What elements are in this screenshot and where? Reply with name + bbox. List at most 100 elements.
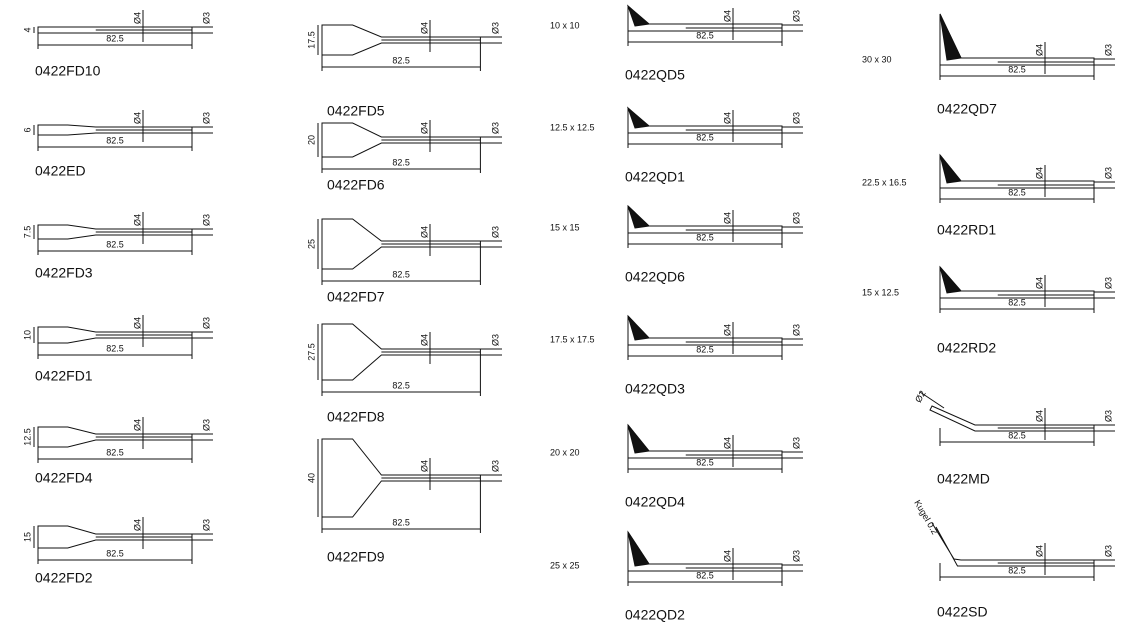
length-dimension: 82.5 <box>1008 297 1026 307</box>
length-dimension: 82.5 <box>106 343 124 353</box>
tip-size: 10 x 10 <box>550 20 580 30</box>
shank-diameter: Ø4 <box>132 12 142 24</box>
shank-diameter: Ø4 <box>132 112 142 124</box>
tip-name: 0422SD <box>937 604 988 620</box>
tip-name: 0422FD3 <box>35 265 93 281</box>
shank-diameter: Ø4 <box>1034 167 1044 179</box>
shank-diameter: Ø4 <box>722 324 732 336</box>
length-dimension: 82.5 <box>392 269 410 279</box>
shank-diameter: Ø4 <box>722 437 732 449</box>
tip-size: 20 x 20 <box>550 447 580 457</box>
tip-name: 0422FD7 <box>327 289 385 305</box>
tip-dimension: 25 <box>306 239 316 249</box>
length-dimension: 82.5 <box>1008 187 1026 197</box>
tip-outline <box>627 106 783 134</box>
tip-outline <box>627 314 783 346</box>
end-diameter: Ø3 <box>201 519 211 531</box>
end-diameter: Ø3 <box>201 317 211 329</box>
length-dimension: 82.5 <box>696 457 714 467</box>
tip-dimension: 27.5 <box>306 343 316 361</box>
end-diameter: Ø3 <box>791 212 801 224</box>
tip-size: 30 x 30 <box>862 54 892 64</box>
shank-diameter: Ø4 <box>419 226 429 238</box>
end-diameter: Ø3 <box>1103 545 1113 557</box>
tip-name: 0422QD3 <box>625 381 685 397</box>
end-diameter: Ø3 <box>791 324 801 336</box>
tip-outline <box>939 153 1095 189</box>
tip-size: 15 x 12.5 <box>862 287 899 297</box>
tip-dim-line <box>919 391 945 409</box>
tip-size: 15 x 15 <box>550 222 580 232</box>
tip-name: 0422FD5 <box>327 103 385 119</box>
tip-name: 0422FD8 <box>327 409 385 425</box>
length-dimension: 82.5 <box>392 55 410 65</box>
shank-diameter: Ø4 <box>132 214 142 226</box>
tip-dimension: 6 <box>22 127 32 132</box>
end-diameter: Ø3 <box>201 214 211 226</box>
shank-diameter: Ø4 <box>419 460 429 472</box>
tip-name: 0422FD2 <box>35 570 93 586</box>
end-diameter: Ø3 <box>1103 410 1113 422</box>
tip-ball: Kugel 0.2 <box>912 498 940 536</box>
length-dimension: 82.5 <box>696 232 714 242</box>
shank-diameter: Ø4 <box>132 519 142 531</box>
tip-name: 0422RD2 <box>937 340 996 356</box>
shank-diameter: Ø4 <box>722 212 732 224</box>
tip-name: 0422QD6 <box>625 269 685 285</box>
tip-name: 0422ED <box>35 163 86 179</box>
length-dimension: 82.5 <box>106 239 124 249</box>
tip-outline <box>627 204 783 234</box>
shank-diameter: Ø4 <box>419 122 429 134</box>
shank-diameter: Ø4 <box>132 419 142 431</box>
tip-dimension: 4 <box>22 27 32 32</box>
shank-diameter: Ø4 <box>1034 410 1044 422</box>
tip-size: 17.5 x 17.5 <box>550 334 595 344</box>
tip-dimension: 7.5 <box>22 226 32 239</box>
tip-name: 0422QD7 <box>937 101 997 117</box>
tip-name: 0422FD6 <box>327 177 385 193</box>
tip-outline <box>939 265 1095 299</box>
tip-name: 0422FD4 <box>35 470 93 486</box>
shank-diameter: Ø4 <box>419 22 429 34</box>
tip-name: 0422QD2 <box>625 607 685 623</box>
shank-diameter: Ø4 <box>722 550 732 562</box>
tip-name: 0422QD5 <box>625 67 685 83</box>
tip-dimension: 15 <box>22 532 32 542</box>
length-dimension: 82.5 <box>106 447 124 457</box>
tip-dimension: 20 <box>306 135 316 145</box>
tip-outline <box>627 423 783 459</box>
tip-name: 0422QD4 <box>625 494 685 510</box>
length-dimension: 82.5 <box>106 135 124 145</box>
tip-name: 0422MD <box>937 471 990 487</box>
tip-dimension: 17.5 <box>306 31 316 49</box>
end-diameter: Ø3 <box>490 122 500 134</box>
tip-size: 22.5 x 16.5 <box>862 177 907 187</box>
tip-name: 0422RD1 <box>937 222 996 238</box>
tip-dimension: 10 <box>22 330 32 340</box>
end-diameter: Ø3 <box>791 10 801 22</box>
length-dimension: 82.5 <box>1008 565 1026 575</box>
tip-size: 25 x 25 <box>550 560 580 570</box>
tip-name: 0422FD1 <box>35 368 93 384</box>
tip-dimension: 40 <box>306 473 316 483</box>
tip-name: 0422FD10 <box>35 63 101 79</box>
end-diameter: Ø3 <box>490 22 500 34</box>
length-dimension: 82.5 <box>1008 64 1026 74</box>
length-dimension: 82.5 <box>696 344 714 354</box>
end-diameter: Ø3 <box>201 112 211 124</box>
end-diameter: Ø3 <box>1103 277 1113 289</box>
length-dimension: 82.5 <box>1008 430 1026 440</box>
length-dimension: 82.5 <box>106 33 124 43</box>
end-diameter: Ø3 <box>490 460 500 472</box>
tip-outline <box>627 4 783 32</box>
shank-diameter: Ø4 <box>1034 545 1044 557</box>
end-diameter: Ø3 <box>791 112 801 124</box>
end-diameter: Ø3 <box>490 334 500 346</box>
tip-outline <box>929 405 1095 432</box>
end-diameter: Ø3 <box>791 550 801 562</box>
length-dimension: 82.5 <box>392 157 410 167</box>
tip-name: 0422QD1 <box>625 169 685 185</box>
shank-diameter: Ø4 <box>722 112 732 124</box>
length-dimension: 82.5 <box>696 570 714 580</box>
